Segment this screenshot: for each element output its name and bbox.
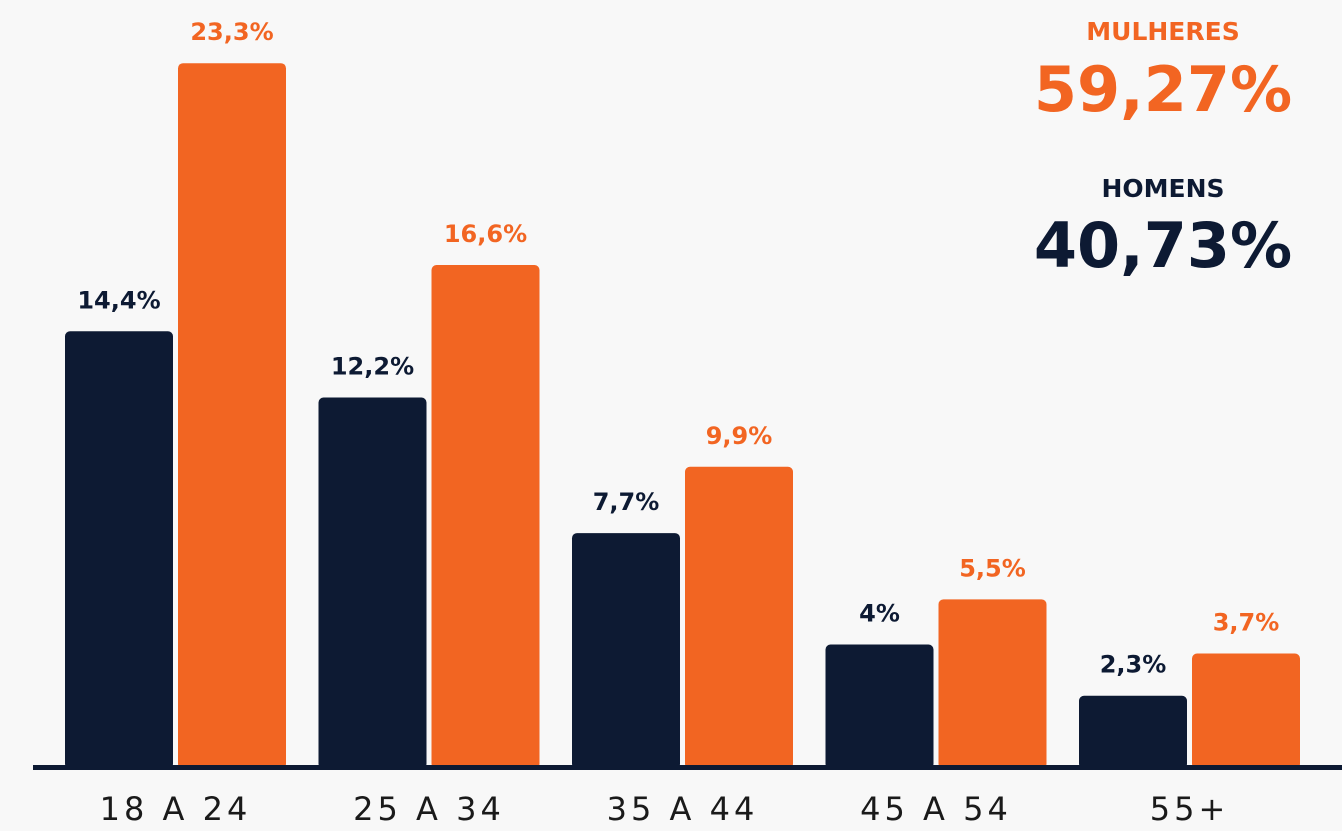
bar — [431, 265, 540, 769]
bar — [178, 63, 286, 770]
legend-total: 40,73% — [1034, 209, 1292, 282]
x-axis — [33, 765, 1342, 770]
value-label: 4% — [859, 600, 900, 628]
x-tick-label: 35 A 44 — [607, 790, 759, 828]
bar — [685, 466, 793, 769]
bar — [65, 331, 173, 769]
bar — [1192, 653, 1300, 769]
value-label: 5,5% — [959, 554, 1026, 582]
value-label: 2,3% — [1100, 651, 1167, 679]
x-tick-label: 45 A 54 — [860, 790, 1012, 828]
bar — [572, 533, 680, 769]
x-tick-label: 25 A 34 — [353, 790, 505, 828]
bar — [825, 644, 934, 769]
value-label: 14,4% — [77, 286, 160, 314]
value-label: 9,9% — [706, 422, 773, 450]
legend-name: MULHERES — [1086, 17, 1239, 46]
x-tick-label: 18 A 24 — [100, 790, 252, 828]
value-label: 12,2% — [331, 353, 414, 381]
bar — [938, 599, 1047, 769]
value-label: 3,7% — [1213, 609, 1280, 637]
bar — [1079, 695, 1187, 769]
x-tick-label: 55+ — [1150, 790, 1230, 828]
value-label: 7,7% — [593, 488, 660, 516]
value-label: 23,3% — [190, 18, 273, 46]
value-label: 16,6% — [444, 220, 527, 248]
bar — [318, 397, 427, 769]
legend-total: 59,27% — [1034, 53, 1292, 126]
legend-name: HOMENS — [1101, 174, 1224, 203]
